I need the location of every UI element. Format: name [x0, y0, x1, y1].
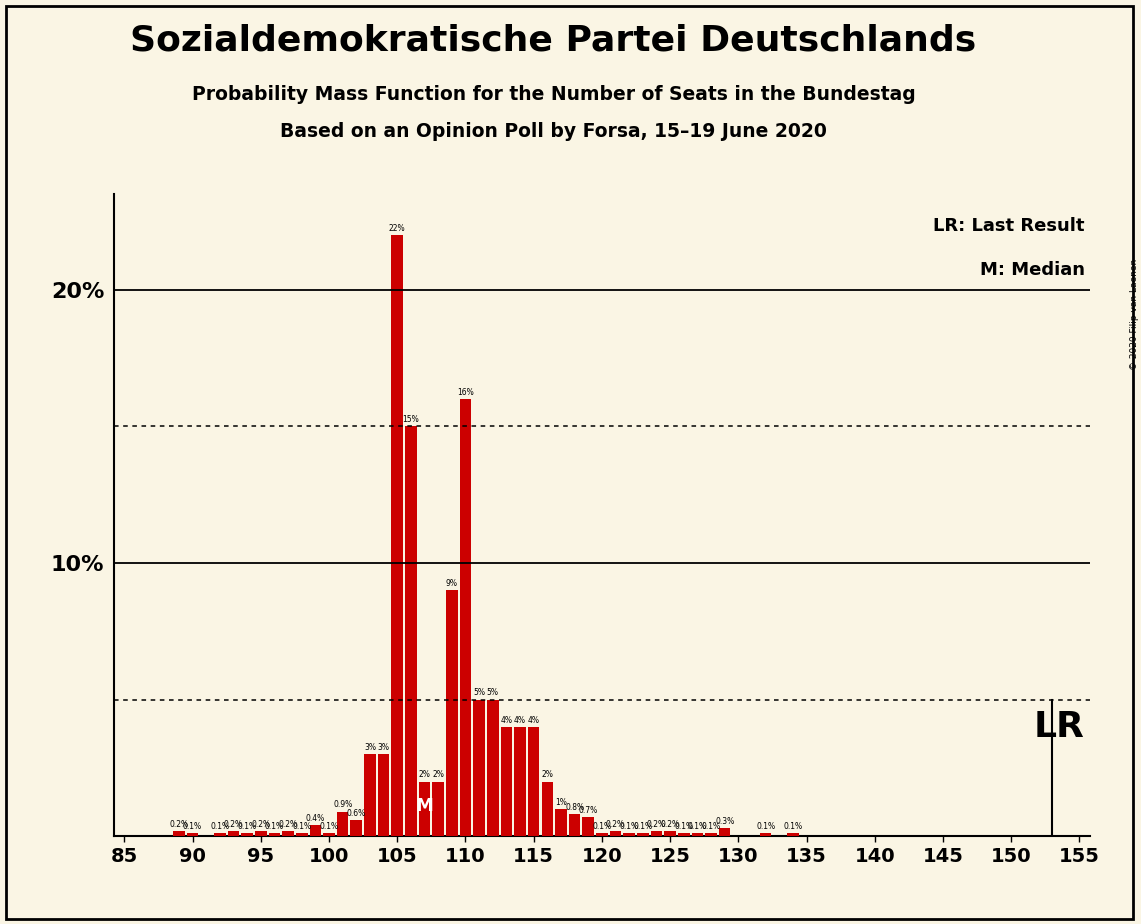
- Text: 0.2%: 0.2%: [224, 820, 243, 829]
- Bar: [487, 699, 499, 836]
- Bar: [542, 782, 553, 836]
- Bar: [474, 699, 485, 836]
- Text: 5%: 5%: [474, 688, 485, 698]
- Bar: [323, 833, 334, 836]
- Bar: [569, 814, 581, 836]
- Text: 0.4%: 0.4%: [306, 814, 325, 823]
- Text: 0.1%: 0.1%: [784, 822, 802, 832]
- Text: LR: Last Result: LR: Last Result: [933, 216, 1085, 235]
- Bar: [501, 727, 512, 836]
- Text: 0.2%: 0.2%: [251, 820, 270, 829]
- Text: 5%: 5%: [487, 688, 499, 698]
- Bar: [187, 833, 199, 836]
- Text: 0.2%: 0.2%: [647, 820, 666, 829]
- Text: 0.8%: 0.8%: [565, 803, 584, 812]
- Bar: [405, 426, 416, 836]
- Text: 3%: 3%: [378, 743, 389, 752]
- Bar: [228, 831, 240, 836]
- Bar: [268, 833, 281, 836]
- Bar: [556, 808, 567, 836]
- Bar: [515, 727, 526, 836]
- Bar: [691, 833, 703, 836]
- Bar: [309, 825, 321, 836]
- Bar: [419, 782, 430, 836]
- Bar: [596, 833, 608, 836]
- Text: LR: LR: [1034, 710, 1085, 744]
- Text: 0.1%: 0.1%: [702, 822, 721, 832]
- Text: 15%: 15%: [403, 415, 419, 424]
- Bar: [296, 833, 308, 836]
- Bar: [432, 782, 444, 836]
- Text: Sozialdemokratische Partei Deutschlands: Sozialdemokratische Partei Deutschlands: [130, 23, 977, 57]
- Text: 22%: 22%: [389, 224, 405, 233]
- Text: 0.2%: 0.2%: [278, 820, 298, 829]
- Bar: [664, 831, 675, 836]
- Text: 4%: 4%: [501, 716, 512, 724]
- Bar: [460, 399, 471, 836]
- Text: M: M: [415, 797, 434, 815]
- Text: 0.1%: 0.1%: [688, 822, 707, 832]
- Bar: [760, 833, 771, 836]
- Text: 0.1%: 0.1%: [674, 822, 694, 832]
- Text: 16%: 16%: [458, 388, 474, 396]
- Text: 2%: 2%: [541, 771, 553, 779]
- Text: Based on an Opinion Poll by Forsa, 15–19 June 2020: Based on an Opinion Poll by Forsa, 15–19…: [280, 122, 827, 141]
- Bar: [678, 833, 689, 836]
- Text: 4%: 4%: [527, 716, 540, 724]
- Text: 9%: 9%: [446, 579, 458, 588]
- Text: 2%: 2%: [432, 771, 444, 779]
- Bar: [242, 833, 253, 836]
- Text: 0.3%: 0.3%: [715, 817, 735, 826]
- Bar: [650, 831, 662, 836]
- Text: Probability Mass Function for the Number of Seats in the Bundestag: Probability Mass Function for the Number…: [192, 85, 915, 104]
- Text: 0.2%: 0.2%: [661, 820, 680, 829]
- Text: 0.1%: 0.1%: [592, 822, 612, 832]
- Bar: [528, 727, 540, 836]
- Text: M: Median: M: Median: [980, 261, 1085, 279]
- Text: 0.6%: 0.6%: [347, 808, 366, 818]
- Text: 3%: 3%: [364, 743, 375, 752]
- Text: 1%: 1%: [555, 797, 567, 807]
- Text: 0.1%: 0.1%: [633, 822, 653, 832]
- Bar: [364, 754, 375, 836]
- Text: 0.1%: 0.1%: [265, 822, 284, 832]
- Text: 0.1%: 0.1%: [620, 822, 639, 832]
- Bar: [337, 811, 348, 836]
- Bar: [391, 235, 403, 836]
- Bar: [254, 831, 267, 836]
- Bar: [173, 831, 185, 836]
- Bar: [350, 820, 362, 836]
- Text: 0.1%: 0.1%: [210, 822, 229, 832]
- Bar: [446, 590, 458, 836]
- Text: 0.9%: 0.9%: [333, 800, 353, 809]
- Bar: [215, 833, 226, 836]
- Bar: [582, 817, 594, 836]
- Text: 0.1%: 0.1%: [183, 822, 202, 832]
- Bar: [623, 833, 634, 836]
- Bar: [282, 831, 294, 836]
- Text: 0.1%: 0.1%: [292, 822, 311, 832]
- Text: 0.1%: 0.1%: [319, 822, 339, 832]
- Bar: [378, 754, 389, 836]
- Text: 4%: 4%: [513, 716, 526, 724]
- Text: © 2020 Filip van Laenen: © 2020 Filip van Laenen: [1130, 259, 1139, 370]
- Bar: [705, 833, 717, 836]
- Text: 0.1%: 0.1%: [756, 822, 775, 832]
- Text: 0.1%: 0.1%: [237, 822, 257, 832]
- Bar: [637, 833, 648, 836]
- Text: 0.2%: 0.2%: [606, 820, 625, 829]
- Bar: [787, 833, 799, 836]
- Text: 0.2%: 0.2%: [169, 820, 188, 829]
- Text: 0.7%: 0.7%: [578, 806, 598, 815]
- Text: 2%: 2%: [419, 771, 430, 779]
- Bar: [719, 828, 730, 836]
- Bar: [609, 831, 622, 836]
